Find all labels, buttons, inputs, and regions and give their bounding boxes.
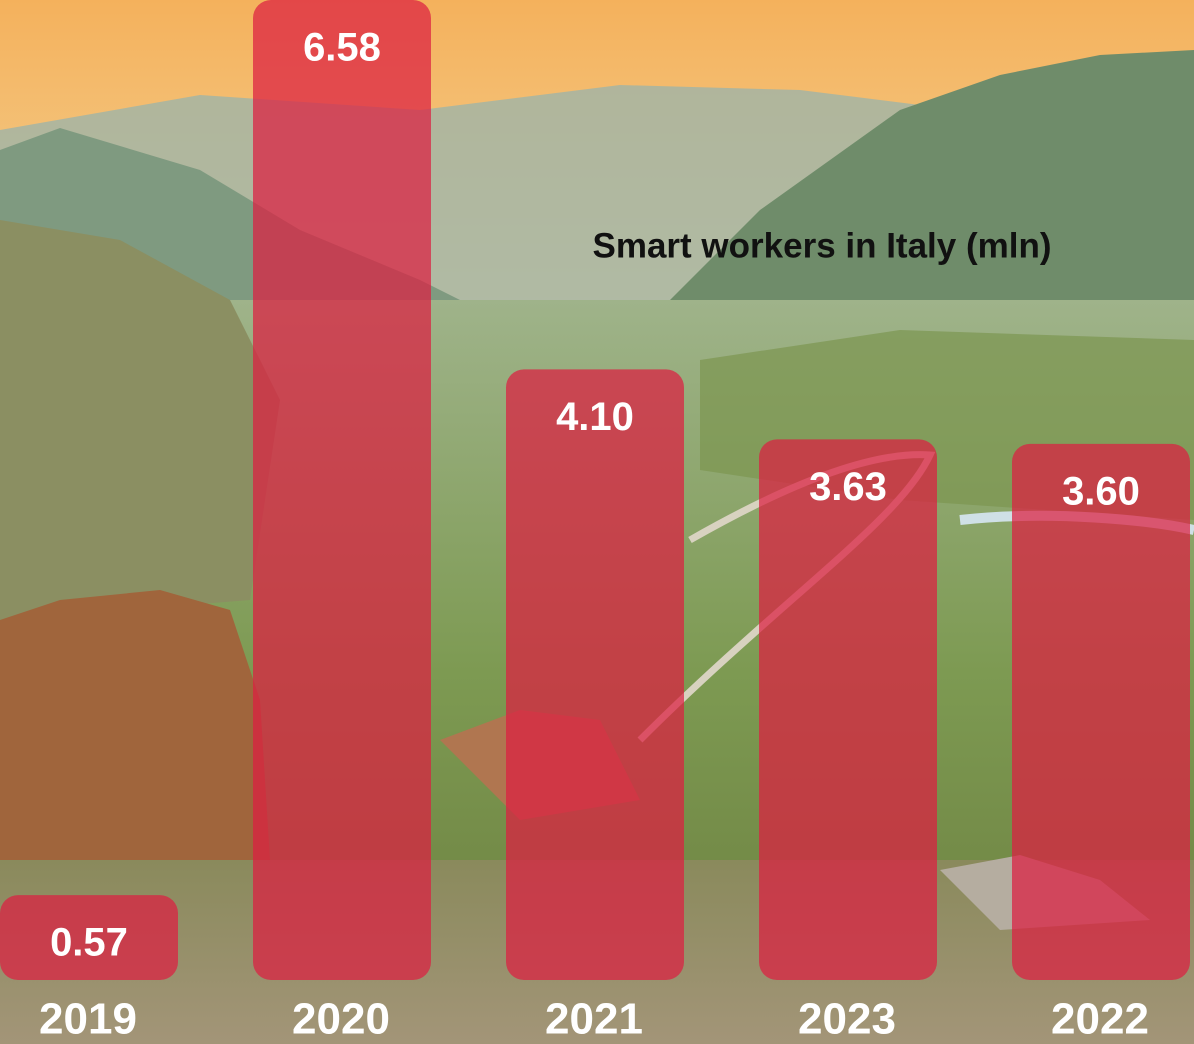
bar	[506, 369, 684, 980]
value-label: 0.57	[50, 921, 128, 965]
x-tick-label: 2019	[39, 995, 137, 1044]
bar	[759, 439, 937, 980]
x-tick-label: 2022	[1051, 995, 1149, 1044]
page: {"chart_data": {"type": "bar", "title": …	[0, 0, 1194, 1044]
chart: Smart workers in Italy (mln) 0.57 2019 6.5…	[0, 0, 1194, 1044]
x-tick-label: 2021	[545, 995, 643, 1044]
x-tick-label: 2023	[798, 995, 896, 1044]
bar	[1012, 444, 1190, 980]
value-label: 3.60	[1062, 469, 1140, 513]
value-label: 6.58	[303, 26, 381, 70]
bar	[253, 0, 431, 980]
x-tick-label: 2020	[292, 995, 390, 1044]
value-label: 4.10	[556, 395, 634, 439]
chart-title: Smart workers in Italy (mln)	[592, 226, 1051, 265]
value-label: 3.63	[809, 465, 887, 509]
